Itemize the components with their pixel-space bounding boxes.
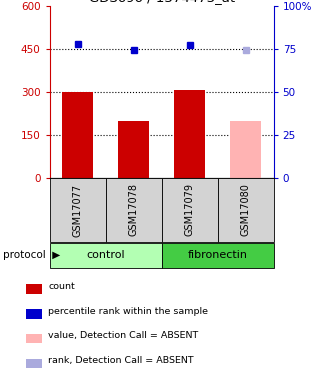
Bar bbox=[62, 92, 93, 178]
Bar bbox=[50, 243, 162, 268]
Text: GSM17079: GSM17079 bbox=[185, 183, 195, 237]
Text: fibronectin: fibronectin bbox=[188, 251, 248, 260]
Bar bbox=[162, 178, 218, 242]
Bar bbox=[230, 121, 261, 178]
Title: GDS696 / 1374473_at: GDS696 / 1374473_at bbox=[89, 0, 235, 4]
Bar bbox=[218, 178, 274, 242]
Text: GSM17080: GSM17080 bbox=[241, 184, 251, 237]
Text: rank, Detection Call = ABSENT: rank, Detection Call = ABSENT bbox=[48, 356, 194, 365]
Bar bbox=[106, 178, 162, 242]
Bar bbox=[162, 243, 274, 268]
Text: count: count bbox=[48, 282, 75, 291]
Text: GSM17078: GSM17078 bbox=[129, 183, 139, 237]
Bar bbox=[118, 121, 149, 178]
Bar bbox=[50, 178, 106, 242]
Text: percentile rank within the sample: percentile rank within the sample bbox=[48, 306, 208, 315]
Text: protocol  ▶: protocol ▶ bbox=[3, 251, 60, 260]
Bar bbox=[174, 90, 205, 178]
Text: value, Detection Call = ABSENT: value, Detection Call = ABSENT bbox=[48, 332, 198, 340]
Text: GSM17077: GSM17077 bbox=[73, 183, 83, 237]
Text: control: control bbox=[86, 251, 125, 260]
